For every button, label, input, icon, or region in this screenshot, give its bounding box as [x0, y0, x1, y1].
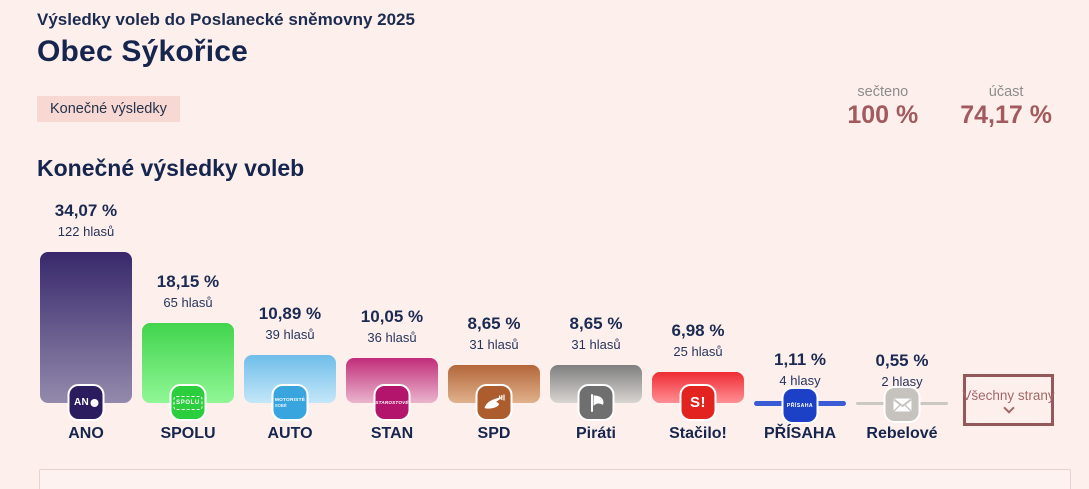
stat-counted: sečteno 100 % [847, 84, 918, 130]
rebelove-envelope-icon [892, 398, 912, 411]
party-name-label: ANO [68, 425, 104, 442]
party-bar[interactable]: STAROSTOVÉ [346, 358, 438, 421]
chevron-down-icon [1002, 402, 1015, 414]
motoriste-logo-text: MOTORISTÉ SOBĚ [274, 397, 306, 408]
party-bar[interactable]: AN [40, 252, 132, 421]
rebelove-envelope-logo [883, 386, 921, 423]
stat-turnout: účast 74,17 % [960, 84, 1052, 130]
party-column-p-saha: 1,11 % 4 hlasy PŘÍSAHA PŘÍSAHA [749, 198, 851, 442]
party-percent-label: 8,65 % [569, 314, 623, 333]
party-name-label: SPOLU [160, 425, 216, 442]
results-bar-chart: 34,07 % 122 hlasů AN ANO 18,15 % 65 hlas… [35, 198, 953, 442]
spolu-logo: SPOLU [169, 384, 207, 421]
party-votes-label: 31 hlasů [469, 337, 519, 352]
party-name-label: Rebelové [866, 425, 938, 442]
page-title: Obec Sýkořice [37, 35, 249, 68]
ano-logo-text: AN [74, 397, 99, 408]
party-votes-label: 4 hlasy [779, 373, 821, 388]
party-bar[interactable] [856, 386, 948, 423]
party-column-spolu: 18,15 % 65 hlasů SPOLU SPOLU [137, 198, 239, 442]
page-header: Výsledky voleb do Poslanecké sněmovny 20… [37, 10, 415, 69]
prisaha-logo: PŘÍSAHA [781, 387, 819, 424]
all-parties-button-label: Všechny strany [962, 388, 1055, 404]
summary-stats: sečteno 100 % účast 74,17 % [847, 84, 1052, 130]
party-percent-label: 10,89 % [258, 304, 322, 323]
party-percent-label: 8,65 % [467, 314, 521, 333]
stat-counted-label: sečteno [857, 84, 909, 100]
party-column-ano: 34,07 % 122 hlasů AN ANO [35, 198, 137, 442]
election-supertitle: Výsledky voleb do Poslanecké sněmovny 20… [37, 10, 415, 29]
party-votes-label: 65 hlasů [163, 295, 213, 310]
stat-turnout-label: účast [988, 84, 1024, 100]
stat-turnout-value: 74,17 % [960, 101, 1052, 129]
party-column-pir-ti: 8,65 % 31 hlasů Piráti [545, 198, 647, 442]
status-badge: Konečné výsledky [37, 96, 180, 122]
party-bar[interactable] [448, 365, 540, 421]
prisaha-logo-text: PŘÍSAHA [786, 402, 814, 409]
stacilo-logo-text: S! [690, 394, 706, 411]
party-name-label: Stačilo! [669, 425, 727, 442]
ano-logo: AN [67, 384, 105, 421]
party-bar[interactable]: SPOLU [142, 323, 234, 421]
rebelove-icon-wrap [890, 393, 914, 417]
all-parties-button[interactable]: Všechny strany [962, 374, 1055, 426]
stacilo-logo: S! [679, 384, 717, 421]
motoriste-sobe-logo: MOTORISTÉ SOBĚ [271, 384, 309, 421]
spd-swallow-icon [484, 394, 505, 409]
details-panel-top [39, 469, 1071, 489]
party-percent-label: 34,07 % [54, 201, 118, 220]
party-bar[interactable]: MOTORISTÉ SOBĚ [244, 355, 336, 421]
party-column-sta-ilo-: 6,98 % 25 hlasů S! Stačilo! [647, 198, 749, 442]
pirati-sail-logo [577, 384, 615, 421]
party-name-label: STAN [370, 425, 414, 442]
section-title: Konečné výsledky voleb [37, 155, 305, 181]
party-percent-label: 1,11 % [774, 350, 826, 369]
ano-dot [90, 398, 99, 407]
party-percent-label: 10,05 % [360, 307, 424, 326]
party-bar[interactable]: PŘÍSAHA [754, 387, 846, 424]
party-bar[interactable]: S! [652, 372, 744, 421]
pirati-icon-wrap [584, 391, 608, 415]
party-name-label: PŘÍSAHA [763, 425, 836, 442]
party-votes-label: 2 hlasy [881, 374, 923, 389]
party-column-stan: 10,05 % 36 hlasů STAROSTOVÉ STAN [341, 198, 443, 442]
spd-swallow-logo [475, 384, 513, 421]
party-percent-label: 0,55 % [875, 351, 929, 370]
starostove-logo: STAROSTOVÉ [373, 384, 411, 421]
pirati-sail-icon [590, 393, 603, 412]
party-bar[interactable] [550, 365, 642, 421]
party-votes-label: 31 hlasů [571, 337, 621, 352]
party-percent-label: 6,98 % [671, 321, 725, 340]
party-column-rebelov-: 0,55 % 2 hlasy Rebelové [851, 198, 953, 442]
party-column-spd: 8,65 % 31 hlasů SPD [443, 198, 545, 442]
party-name-label: AUTO [267, 425, 313, 442]
spolu-logo-text: SPOLU [173, 395, 203, 410]
spd-icon-wrap [482, 391, 506, 415]
party-percent-label: 18,15 % [156, 272, 220, 291]
party-votes-label: 39 hlasů [265, 327, 315, 342]
party-votes-label: 25 hlasů [673, 344, 723, 359]
stan-logo-text: STAROSTOVÉ [375, 400, 409, 405]
party-column-auto: 10,89 % 39 hlasů MOTORISTÉ SOBĚ AUTO [239, 198, 341, 442]
party-name-label: Piráti [575, 425, 616, 442]
party-votes-label: 122 hlasů [57, 224, 115, 239]
party-name-label: SPD [477, 425, 511, 442]
stat-counted-value: 100 % [847, 101, 919, 129]
party-votes-label: 36 hlasů [367, 330, 417, 345]
